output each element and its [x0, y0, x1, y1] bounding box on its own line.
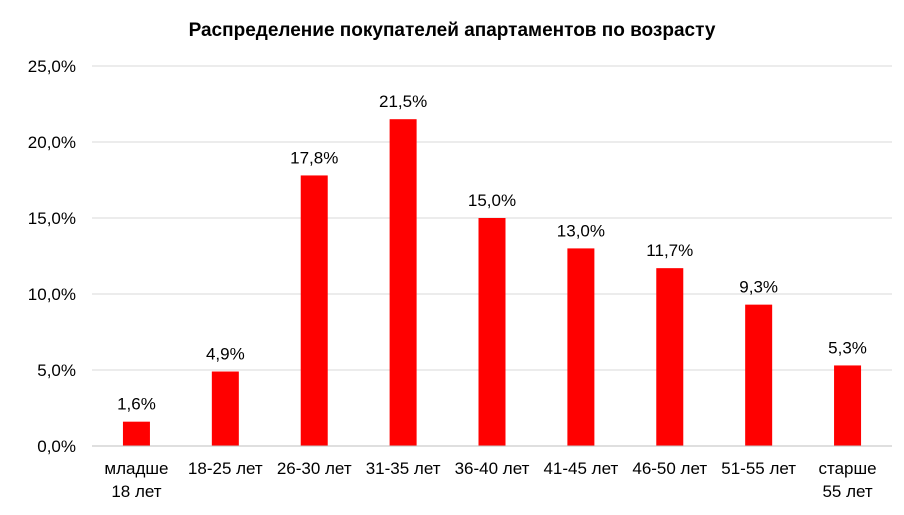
- x-tick-label-line: 51-55 лет: [721, 459, 796, 478]
- x-tick-label: 31-35 лет: [366, 459, 441, 478]
- bar: [122, 421, 150, 446]
- x-tick-label-line: 18 лет: [111, 482, 161, 501]
- x-tick-label-line: 36-40 лет: [455, 459, 530, 478]
- y-tick-label: 15,0%: [28, 209, 76, 228]
- x-tick-label-line: 18-25 лет: [188, 459, 263, 478]
- data-labels: 1,6% 4,9% 17,8% 21,5% 15,0% 13,0% 11,7% 9,3% 5,3…: [117, 92, 867, 413]
- x-tick-label: 18-25 лет: [188, 459, 263, 478]
- x-tick-label: 46-50 лет: [632, 459, 707, 478]
- data-label: 11,7%: [646, 241, 693, 260]
- x-tick-label: 36-40 лет: [455, 459, 530, 478]
- data-label: 15,0%: [468, 191, 516, 210]
- x-tick-label: 51-55 лет: [721, 459, 796, 478]
- bar: [567, 248, 595, 446]
- chart-title: Распределение покупателей апартаментов п…: [189, 20, 716, 41]
- data-label: 9,3%: [739, 278, 778, 297]
- x-tick-label-line: 31-35 лет: [366, 459, 441, 478]
- bar: [389, 119, 417, 446]
- y-tick-label: 25,0%: [28, 57, 76, 76]
- x-tick-label: старше 55 лет: [819, 459, 877, 501]
- y-tick-label: 10,0%: [28, 285, 76, 304]
- x-tick-label-line: старше: [819, 459, 877, 478]
- data-label: 1,6%: [117, 395, 156, 414]
- y-tick-label: 5,0%: [37, 361, 76, 380]
- x-tick-label: 41-45 лет: [543, 459, 618, 478]
- x-tick-label: младше 18 лет: [104, 459, 168, 501]
- y-tick-label: 20,0%: [28, 133, 76, 152]
- bar: [300, 175, 328, 446]
- x-tick-label-line: 41-45 лет: [543, 459, 618, 478]
- bar: [211, 371, 239, 446]
- x-tick-label-line: младше: [104, 459, 168, 478]
- data-label: 13,0%: [557, 221, 605, 240]
- y-axis-tick-labels: 0,0% 5,0% 10,0% 15,0% 20,0% 25,0%: [28, 57, 76, 456]
- bar: [656, 268, 684, 446]
- bars: [122, 119, 862, 446]
- bar: [478, 218, 506, 446]
- x-tick-label: 26-30 лет: [277, 459, 352, 478]
- data-label: 17,8%: [290, 148, 338, 167]
- data-label: 4,9%: [206, 345, 245, 364]
- bar: [834, 365, 862, 446]
- x-axis-category-labels: младше 18 лет 18-25 лет 26-30 лет 31-35 лет 3…: [104, 459, 876, 501]
- bar: [745, 304, 773, 446]
- x-tick-label-line: 26-30 лет: [277, 459, 352, 478]
- x-tick-label-line: 55 лет: [822, 482, 872, 501]
- x-tick-label-line: 46-50 лет: [632, 459, 707, 478]
- data-label: 5,3%: [828, 338, 867, 357]
- y-tick-label: 0,0%: [37, 437, 76, 456]
- data-label: 21,5%: [379, 92, 427, 111]
